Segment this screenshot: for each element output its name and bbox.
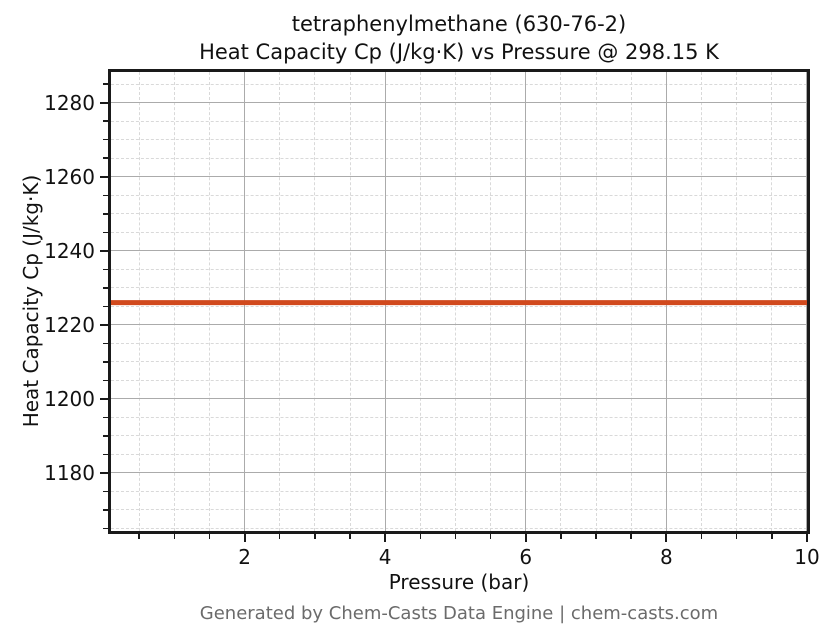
- x-minor-tick: [314, 534, 316, 539]
- chart-title-line1: tetraphenylmethane (630-76-2): [291, 12, 627, 36]
- x-major-tick: [524, 534, 527, 542]
- y-minor-tick: [103, 157, 108, 159]
- y-minor-tick: [103, 83, 108, 85]
- y-minor-tick: [103, 361, 108, 363]
- y-major-tick: [100, 101, 108, 104]
- y-tick-label: 1180: [44, 460, 95, 485]
- gridline-major-horizontal: [111, 102, 807, 104]
- y-minor-tick: [103, 213, 108, 215]
- y-minor-tick: [103, 231, 108, 234]
- y-tick-label: 1220: [44, 312, 95, 337]
- x-minor-tick: [349, 534, 351, 539]
- gridline-minor-horizontal: [111, 268, 807, 270]
- x-minor-tick: [454, 534, 457, 539]
- gridline-major-horizontal: [111, 176, 807, 178]
- y-major-tick: [100, 471, 108, 474]
- x-axis-label: Pressure (bar): [388, 570, 530, 594]
- x-minor-tick: [560, 534, 562, 539]
- footer-credit: Generated by Chem-Casts Data Engine | ch…: [199, 603, 719, 624]
- y-minor-tick: [103, 379, 108, 382]
- x-major-tick: [806, 534, 808, 542]
- x-minor-tick: [700, 534, 703, 539]
- y-minor-tick: [103, 509, 108, 511]
- gridline-minor-horizontal: [111, 120, 807, 122]
- gridline-major-horizontal: [111, 250, 807, 252]
- gridline-major-horizontal: [111, 324, 807, 326]
- gridline-minor-horizontal: [111, 139, 807, 141]
- x-major-tick: [384, 534, 387, 542]
- chart-title-line2: Heat Capacity Cp (J/kg·K) vs Pressure @ …: [199, 40, 719, 64]
- gridline-minor-horizontal: [111, 379, 807, 381]
- x-minor-tick: [278, 534, 281, 539]
- x-tick-label: 8: [660, 545, 673, 569]
- y-tick-label: 1280: [44, 90, 95, 115]
- y-minor-tick: [103, 268, 108, 271]
- x-minor-tick: [489, 534, 492, 539]
- gridline-minor-horizontal: [111, 361, 807, 363]
- gridline-minor-horizontal: [111, 305, 807, 307]
- x-minor-tick: [630, 534, 632, 539]
- gridline-minor-horizontal: [111, 287, 807, 289]
- x-tick-label: 6: [519, 545, 533, 569]
- y-minor-tick: [103, 453, 108, 456]
- y-major-tick: [100, 323, 108, 326]
- x-minor-tick: [735, 534, 738, 539]
- x-minor-tick: [595, 534, 597, 539]
- y-minor-tick: [103, 305, 108, 308]
- x-tick-label: 10: [794, 545, 820, 569]
- y-major-tick: [100, 175, 108, 178]
- x-minor-tick: [138, 534, 140, 539]
- y-minor-tick: [103, 194, 108, 196]
- x-minor-tick: [419, 534, 422, 539]
- x-minor-tick: [208, 534, 211, 539]
- gridline-minor-horizontal: [111, 416, 807, 418]
- x-minor-tick: [173, 534, 176, 539]
- y-minor-tick: [103, 138, 108, 141]
- y-major-tick: [100, 249, 108, 252]
- gridline-minor-horizontal: [111, 435, 807, 437]
- gridline-major-horizontal: [111, 472, 807, 474]
- gridline-minor-horizontal: [111, 213, 807, 215]
- y-tick-label: 1240: [44, 238, 95, 263]
- y-minor-tick: [103, 490, 108, 493]
- y-minor-tick: [103, 527, 108, 530]
- x-major-tick: [665, 534, 668, 542]
- plot-area: [108, 69, 810, 534]
- y-minor-tick: [103, 287, 108, 289]
- gridline-minor-horizontal: [111, 527, 807, 529]
- y-minor-tick: [103, 342, 108, 345]
- gridline-minor-horizontal: [111, 342, 807, 344]
- x-major-tick: [243, 534, 246, 542]
- y-minor-tick: [103, 120, 108, 122]
- y-tick-label: 1200: [44, 386, 95, 411]
- y-tick-label: 1260: [44, 164, 95, 189]
- gridline-minor-horizontal: [111, 83, 807, 85]
- gridline-minor-horizontal: [111, 194, 807, 196]
- gridline-minor-horizontal: [111, 157, 807, 159]
- y-axis-label: Heat Capacity Cp (J/kg·K): [19, 174, 43, 428]
- x-minor-tick: [771, 534, 773, 539]
- gridline-minor-horizontal: [111, 509, 807, 511]
- series-layer: [111, 300, 807, 306]
- gridline-minor-horizontal: [111, 231, 807, 233]
- y-minor-tick: [103, 416, 108, 419]
- x-tick-label: 2: [238, 545, 251, 569]
- chart-title: tetraphenylmethane (630-76-2) Heat Capac…: [108, 10, 810, 66]
- gridline-minor-horizontal: [111, 490, 807, 492]
- gridline-minor-horizontal: [111, 453, 807, 455]
- y-minor-tick: [103, 435, 108, 437]
- x-tick-label: 4: [378, 545, 392, 569]
- gridline-major-horizontal: [111, 398, 807, 400]
- y-major-tick: [100, 397, 108, 400]
